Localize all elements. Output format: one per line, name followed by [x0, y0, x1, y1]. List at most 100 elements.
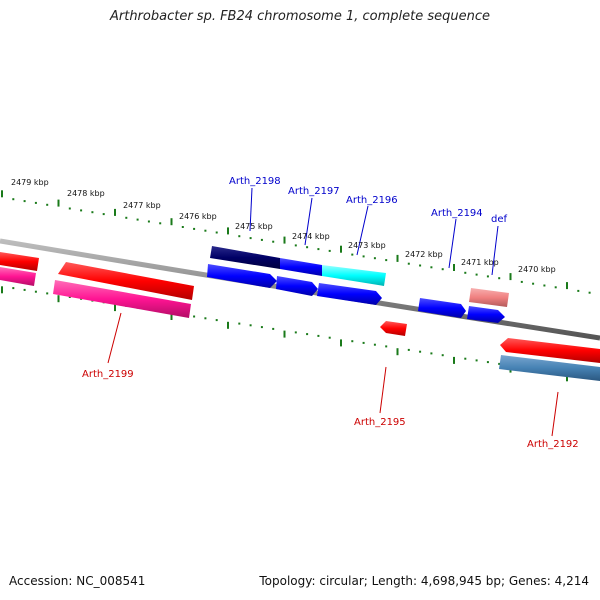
gene-feature-def[interactable]	[469, 288, 509, 307]
leader-arth-2195	[379, 366, 387, 414]
minor-tick	[260, 326, 263, 329]
leader-arth-2198	[249, 187, 253, 232]
gene-labels: Arth_2198 Arth_2197 Arth_2196 Arth_2194 …	[82, 176, 579, 450]
minor-tick	[193, 315, 196, 318]
minor-tick	[68, 296, 71, 298]
minor-tick	[306, 333, 309, 336]
gene-label-arth-2197[interactable]: Arth_2197	[288, 186, 340, 197]
gene-feature-blue-3[interactable]	[317, 283, 382, 305]
minor-tick	[373, 257, 376, 260]
minor-tick	[407, 348, 410, 351]
gene-feature-forward-left-red-2[interactable]	[58, 262, 194, 300]
minor-tick	[373, 343, 376, 346]
minor-tick	[204, 317, 207, 320]
kbp-label: 2474 kbp	[292, 232, 330, 241]
major-tick	[1, 286, 3, 294]
kbp-label: 2477 kbp	[123, 201, 161, 210]
minor-tick	[294, 244, 297, 247]
gene-feature-reverse-left-pink[interactable]	[0, 267, 36, 286]
minor-tick	[430, 352, 433, 355]
minor-tick	[430, 266, 433, 269]
gene-feature-red-right[interactable]	[500, 338, 600, 363]
outer-tick-ruler	[1, 190, 591, 294]
gene-feature-arth-2198[interactable]	[210, 246, 280, 269]
minor-tick	[272, 327, 275, 330]
gene-feature-arth-2197[interactable]	[280, 258, 322, 276]
minor-tick	[193, 227, 196, 230]
minor-tick	[34, 201, 37, 204]
leader-arth-2199	[107, 312, 122, 364]
minor-tick	[102, 213, 105, 216]
minor-tick	[419, 264, 422, 267]
kbp-label: 2478 kbp	[67, 189, 105, 198]
gene-label-arth-2195[interactable]: Arth_2195	[354, 417, 406, 428]
major-tick	[566, 282, 568, 290]
minor-tick	[306, 246, 309, 249]
major-tick	[283, 236, 286, 244]
major-tick	[453, 356, 455, 364]
minor-tick	[486, 275, 489, 278]
major-tick	[170, 218, 173, 226]
gene-feature-blue-2[interactable]	[276, 276, 318, 296]
minor-tick	[351, 340, 354, 343]
minor-tick	[204, 229, 207, 232]
minor-tick	[328, 249, 331, 252]
major-tick	[1, 190, 3, 198]
major-tick	[57, 199, 60, 207]
minor-tick	[12, 287, 15, 290]
minor-tick	[441, 354, 444, 357]
gene-label-arth-2199[interactable]: Arth_2199	[82, 369, 134, 380]
major-tick	[283, 330, 286, 338]
minor-tick	[328, 336, 331, 339]
minor-tick	[181, 226, 184, 228]
major-tick	[396, 348, 399, 356]
major-tick	[114, 208, 116, 216]
minor-tick	[46, 203, 49, 206]
minor-tick	[385, 259, 388, 262]
minor-tick	[260, 238, 263, 241]
gene-feature-forward-left-red[interactable]	[0, 252, 39, 271]
minor-tick	[407, 262, 410, 265]
gene-feature-arth-2199[interactable]	[53, 280, 191, 318]
major-tick	[170, 313, 173, 320]
minor-tick	[464, 357, 467, 360]
minor-tick	[125, 216, 128, 219]
minor-tick	[136, 218, 139, 221]
gene-feature-arth-2196[interactable]	[322, 265, 386, 286]
gene-feature-blue-arth-2194[interactable]	[418, 298, 466, 318]
kbp-label: 2476 kbp	[179, 212, 217, 221]
major-tick	[509, 273, 512, 281]
gene-label-arth-2196[interactable]: Arth_2196	[346, 195, 398, 206]
minor-tick	[68, 207, 71, 210]
major-tick	[57, 295, 60, 303]
minor-tick	[475, 359, 478, 362]
minor-tick	[12, 198, 15, 201]
minor-tick	[543, 284, 546, 287]
minor-tick	[532, 282, 535, 285]
leader-arth-2196	[356, 205, 369, 256]
leader-arth-2197	[304, 197, 313, 246]
gene-label-arth-2192[interactable]: Arth_2192	[527, 439, 579, 450]
major-tick	[396, 254, 399, 262]
gene-feature-arth-2192[interactable]	[499, 355, 600, 381]
major-tick	[453, 264, 455, 271]
gene-label-arth-2194[interactable]: Arth_2194	[431, 208, 483, 219]
minor-tick	[23, 288, 26, 291]
minor-tick	[498, 362, 501, 365]
gene-feature-arth-2195[interactable]	[380, 321, 407, 336]
minor-tick	[249, 237, 252, 240]
minor-tick	[238, 235, 241, 238]
minor-tick	[91, 211, 94, 214]
minor-tick	[520, 280, 523, 283]
gene-feature-blue-1[interactable]	[207, 264, 277, 288]
forward-strand-genes-lower	[207, 264, 505, 323]
major-tick	[114, 304, 116, 312]
major-tick	[227, 321, 229, 329]
minor-tick	[272, 240, 275, 243]
gene-feature-blue-5[interactable]	[467, 306, 505, 323]
gene-label-arth-2198[interactable]: Arth_2198	[229, 176, 281, 187]
minor-tick	[385, 345, 388, 348]
minor-tick	[554, 286, 557, 289]
gene-label-def[interactable]: def	[491, 214, 508, 225]
